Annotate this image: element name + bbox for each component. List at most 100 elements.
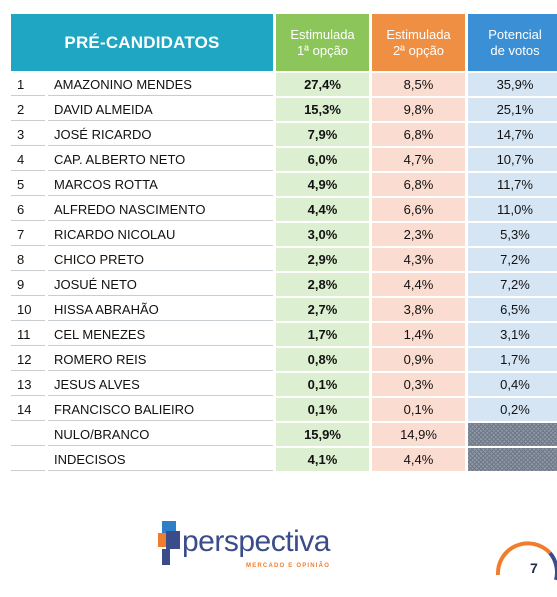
stimulated-first-value: 15,3% [276,98,369,121]
poll-table: PRÉ-CANDIDATOS Estimulada 1ª opção Estim… [8,12,557,473]
candidate-name: NULO/BRANCO [48,423,273,446]
candidate-name: CAP. ALBERTO NETO [48,148,273,171]
stimulated-second-value: 3,8% [372,298,465,321]
vote-potential-value [468,448,557,471]
stimulated-first-value: 27,4% [276,73,369,96]
stimulated-first-value: 4,1% [276,448,369,471]
header-candidates: PRÉ-CANDIDATOS [11,14,273,71]
table-row: 8 CHICO PRETO 2,9% 4,3% 7,2% [11,248,557,271]
row-number: 8 [11,248,45,271]
table-row: INDECISOS 4,1% 4,4% [11,448,557,471]
stimulated-second-value: 8,5% [372,73,465,96]
row-number: 2 [11,98,45,121]
stimulated-second-value: 4,4% [372,448,465,471]
header-row: PRÉ-CANDIDATOS Estimulada 1ª opção Estim… [11,14,557,71]
table-row: 14 FRANCISCO BALIEIRO 0,1% 0,1% 0,2% [11,398,557,421]
header-pot-line1: Potencial [488,26,542,42]
table-row: NULO/BRANCO 15,9% 14,9% [11,423,557,446]
stimulated-second-value: 14,9% [372,423,465,446]
poll-table-container: PRÉ-CANDIDATOS Estimulada 1ª opção Estim… [8,12,557,473]
vote-potential-value: 35,9% [468,73,557,96]
candidate-name: INDECISOS [48,448,273,471]
candidate-name: ROMERO REIS [48,348,273,371]
table-row: 5 MARCOS ROTTA 4,9% 6,8% 11,7% [11,173,557,196]
stimulated-first-value: 0,8% [276,348,369,371]
stimulated-second-value: 9,8% [372,98,465,121]
row-number: 5 [11,173,45,196]
candidate-name: AMAZONINO MENDES [48,73,273,96]
row-number: 3 [11,123,45,146]
stimulated-first-value: 2,7% [276,298,369,321]
vote-potential-value: 0,2% [468,398,557,421]
header-e2-line2: 2ª opção [392,42,445,58]
row-number: 13 [11,373,45,396]
table-row: 11 CEL MENEZES 1,7% 1,4% 3,1% [11,323,557,346]
stimulated-first-value: 6,0% [276,148,369,171]
stimulated-first-value: 7,9% [276,123,369,146]
stimulated-second-value: 6,6% [372,198,465,221]
stimulated-second-value: 0,1% [372,398,465,421]
vote-potential-value: 1,7% [468,348,557,371]
header-e1-line2: 1ª opção [296,42,349,58]
table-row: 3 JOSÉ RICARDO 7,9% 6,8% 14,7% [11,123,557,146]
candidate-name: ALFREDO NASCIMENTO [48,198,273,221]
row-number: 12 [11,348,45,371]
row-number: 14 [11,398,45,421]
candidate-name: JESUS ALVES [48,373,273,396]
stimulated-first-value: 1,7% [276,323,369,346]
row-number: 11 [11,323,45,346]
vote-potential-value [468,423,557,446]
vote-potential-value: 0,4% [468,373,557,396]
stimulated-first-value: 4,9% [276,173,369,196]
header-e1-line1: Estimulada [290,26,355,42]
table-body: 1 AMAZONINO MENDES 27,4% 8,5% 35,9% 2 DAVID AL… [11,73,557,471]
candidate-name: DAVID ALMEIDA [48,98,273,121]
header-e2-line1: Estimulada [386,26,451,42]
stimulated-second-value: 2,3% [372,223,465,246]
page-number: 7 [530,560,538,576]
table-row: 7 RICARDO NICOLAU 3,0% 2,3% 5,3% [11,223,557,246]
vote-potential-value: 5,3% [468,223,557,246]
perspectiva-logo: perspectiva MERCADO E OPINIÃO [156,515,336,575]
stimulated-second-value: 4,3% [372,248,465,271]
table-row: 13 JESUS ALVES 0,1% 0,3% 0,4% [11,373,557,396]
candidate-name: FRANCISCO BALIEIRO [48,398,273,421]
table-row: 4 CAP. ALBERTO NETO 6,0% 4,7% 10,7% [11,148,557,171]
table-row: 1 AMAZONINO MENDES 27,4% 8,5% 35,9% [11,73,557,96]
header-vote-potential: Potencial de votos [468,14,557,71]
stimulated-first-value: 15,9% [276,423,369,446]
stimulated-second-value: 4,7% [372,148,465,171]
logo-tagline: MERCADO E OPINIÃO [246,563,331,569]
row-number: 9 [11,273,45,296]
header-stimulated-first: Estimulada 1ª opção [276,14,369,71]
stimulated-second-value: 6,8% [372,173,465,196]
vote-potential-value: 11,0% [468,198,557,221]
row-number [11,448,45,471]
stimulated-first-value: 4,4% [276,198,369,221]
vote-potential-value: 10,7% [468,148,557,171]
stimulated-first-value: 2,8% [276,273,369,296]
vote-potential-value: 7,2% [468,273,557,296]
vote-potential-value: 11,7% [468,173,557,196]
vote-potential-value: 25,1% [468,98,557,121]
candidate-name: HISSA ABRAHÃO [48,298,273,321]
page-ring-icon [495,541,557,581]
stimulated-second-value: 6,8% [372,123,465,146]
vote-potential-value: 6,5% [468,298,557,321]
stimulated-first-value: 0,1% [276,373,369,396]
row-number: 1 [11,73,45,96]
table-row: 12 ROMERO REIS 0,8% 0,9% 1,7% [11,348,557,371]
row-number: 7 [11,223,45,246]
header-stimulated-second: Estimulada 2ª opção [372,14,465,71]
candidate-name: JOSÉ RICARDO [48,123,273,146]
vote-potential-value: 14,7% [468,123,557,146]
candidate-name: RICARDO NICOLAU [48,223,273,246]
stimulated-second-value: 0,9% [372,348,465,371]
logo-wordmark: perspectiva [182,525,330,558]
vote-potential-value: 7,2% [468,248,557,271]
candidate-name: JOSUÉ NETO [48,273,273,296]
row-number [11,423,45,446]
table-row: 9 JOSUÉ NETO 2,8% 4,4% 7,2% [11,273,557,296]
header-pot-line2: de votos [490,42,540,58]
candidate-name: CEL MENEZES [48,323,273,346]
